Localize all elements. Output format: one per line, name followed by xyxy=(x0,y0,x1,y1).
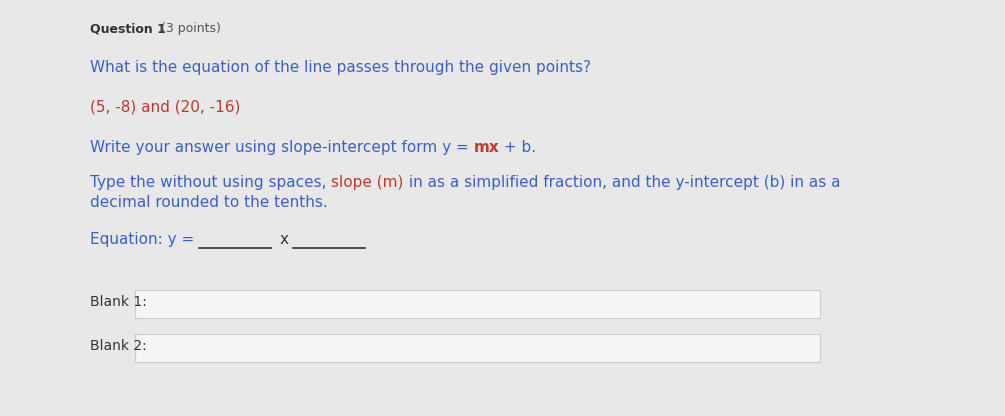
Text: decimal rounded to the tenths.: decimal rounded to the tenths. xyxy=(90,195,328,210)
Text: Question 1: Question 1 xyxy=(90,22,166,35)
Text: Write your answer using slope-intercept form y =: Write your answer using slope-intercept … xyxy=(90,140,473,155)
Text: (5, -8) and (20, -16): (5, -8) and (20, -16) xyxy=(90,100,240,115)
FancyBboxPatch shape xyxy=(135,290,820,318)
Text: mx: mx xyxy=(473,140,499,155)
Text: Type the without using spaces,: Type the without using spaces, xyxy=(90,175,332,190)
Text: x: x xyxy=(279,232,288,247)
Text: (3 points): (3 points) xyxy=(157,22,221,35)
Text: Blank 1:: Blank 1: xyxy=(90,295,147,309)
Text: in as a simplified fraction, and the y-intercept (b) in as a: in as a simplified fraction, and the y-i… xyxy=(404,175,840,190)
FancyBboxPatch shape xyxy=(135,334,820,362)
Text: Equation: y =: Equation: y = xyxy=(90,232,194,247)
Text: slope (m): slope (m) xyxy=(332,175,404,190)
Text: + b.: + b. xyxy=(499,140,537,155)
Text: What is the equation of the line passes through the given points?: What is the equation of the line passes … xyxy=(90,60,591,75)
Text: Blank 2:: Blank 2: xyxy=(90,339,147,353)
